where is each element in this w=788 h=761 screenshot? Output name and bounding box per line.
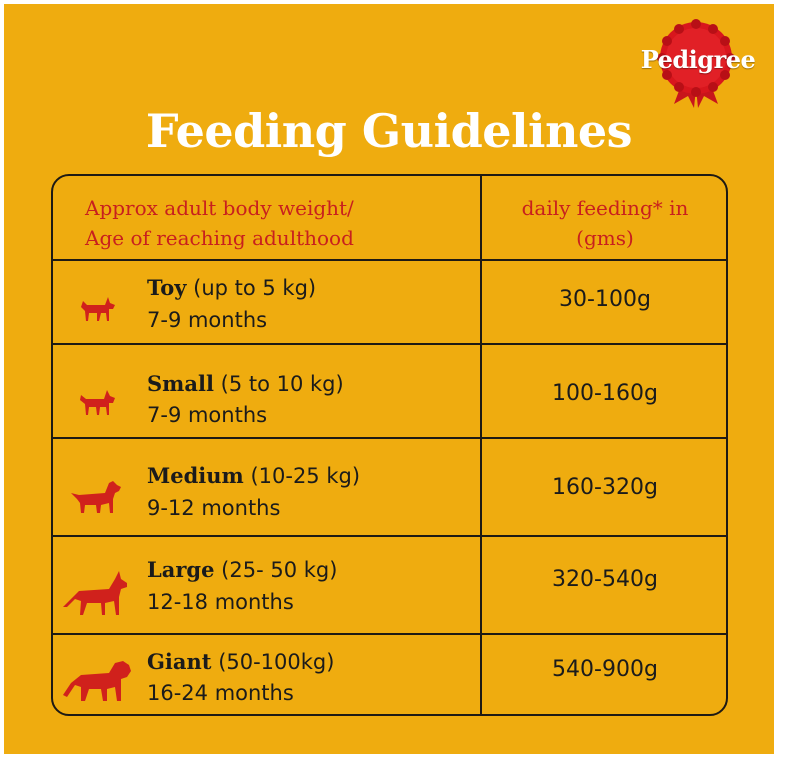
row-divider [53, 437, 726, 439]
toy-dog-icon [81, 297, 115, 321]
feeding-amount: 540-900g [552, 657, 658, 682]
size-label: Large (25- 50 kg) [147, 555, 337, 585]
age-label: 9-12 months [147, 496, 281, 520]
header-daily-feeding: daily feeding* in (gms) [482, 193, 728, 253]
rosette-icon [657, 19, 735, 108]
table-row: Small (5 to 10 kg) 7-9 months 100-160g [53, 345, 726, 437]
feeding-table: Approx adult body weight/ Age of reachin… [51, 174, 728, 716]
row-divider [53, 535, 726, 537]
size-label: Toy (up to 5 kg) [147, 273, 316, 303]
weight-range: (5 to 10 kg) [220, 372, 344, 396]
feeding-amount: 30-100g [559, 287, 651, 312]
weight-range: (25- 50 kg) [221, 558, 338, 582]
table-row: Medium (10-25 kg) 9-12 months 160-320g [53, 439, 726, 535]
header-right-line1: daily feeding* in [521, 196, 689, 220]
header-left-line2: Age of reaching adulthood [85, 226, 354, 250]
row-divider [53, 343, 726, 345]
feeding-amount: 320-540g [552, 567, 658, 592]
header-right-line2: (gms) [576, 226, 634, 250]
giant-dog-icon [63, 661, 131, 701]
table-row: Giant (50-100kg) 16-24 months 540-900g [53, 635, 726, 715]
table-row: Large (25- 50 kg) 12-18 months 320-540g [53, 537, 726, 633]
age-label: 16-24 months [147, 681, 294, 705]
pedigree-logo: Pedigree [630, 18, 760, 108]
column-divider [480, 176, 482, 714]
background-panel [4, 4, 774, 754]
size-name: Large [147, 557, 215, 582]
weight-range: (up to 5 kg) [193, 276, 317, 300]
size-name: Giant [147, 649, 212, 674]
table-row: Toy (up to 5 kg) 7-9 months 30-100g [53, 261, 726, 343]
large-dog-icon [63, 571, 127, 615]
age-label: 12-18 months [147, 590, 294, 614]
weight-range: (10-25 kg) [250, 464, 361, 488]
small-dog-icon [80, 390, 115, 415]
page-title: Feeding Guidelines [145, 104, 633, 158]
header-weight-age: Approx adult body weight/ Age of reachin… [85, 193, 354, 253]
feeding-amount: 100-160g [552, 381, 658, 406]
size-label: Medium (10-25 kg) [147, 461, 360, 491]
medium-dog-icon [71, 481, 121, 513]
weight-range: (50-100kg) [218, 650, 335, 674]
header-left-line1: Approx adult body weight/ [85, 196, 354, 220]
size-label: Small (5 to 10 kg) [147, 369, 344, 399]
row-divider [53, 633, 726, 635]
age-label: 7-9 months [147, 308, 268, 332]
feeding-amount: 160-320g [552, 475, 658, 500]
size-name: Small [147, 371, 214, 396]
size-name: Medium [147, 463, 244, 488]
size-label: Giant (50-100kg) [147, 647, 334, 677]
size-name: Toy [147, 275, 187, 300]
age-label: 7-9 months [147, 403, 268, 427]
row-divider [53, 259, 726, 261]
brand-name: Pedigree [640, 45, 756, 74]
